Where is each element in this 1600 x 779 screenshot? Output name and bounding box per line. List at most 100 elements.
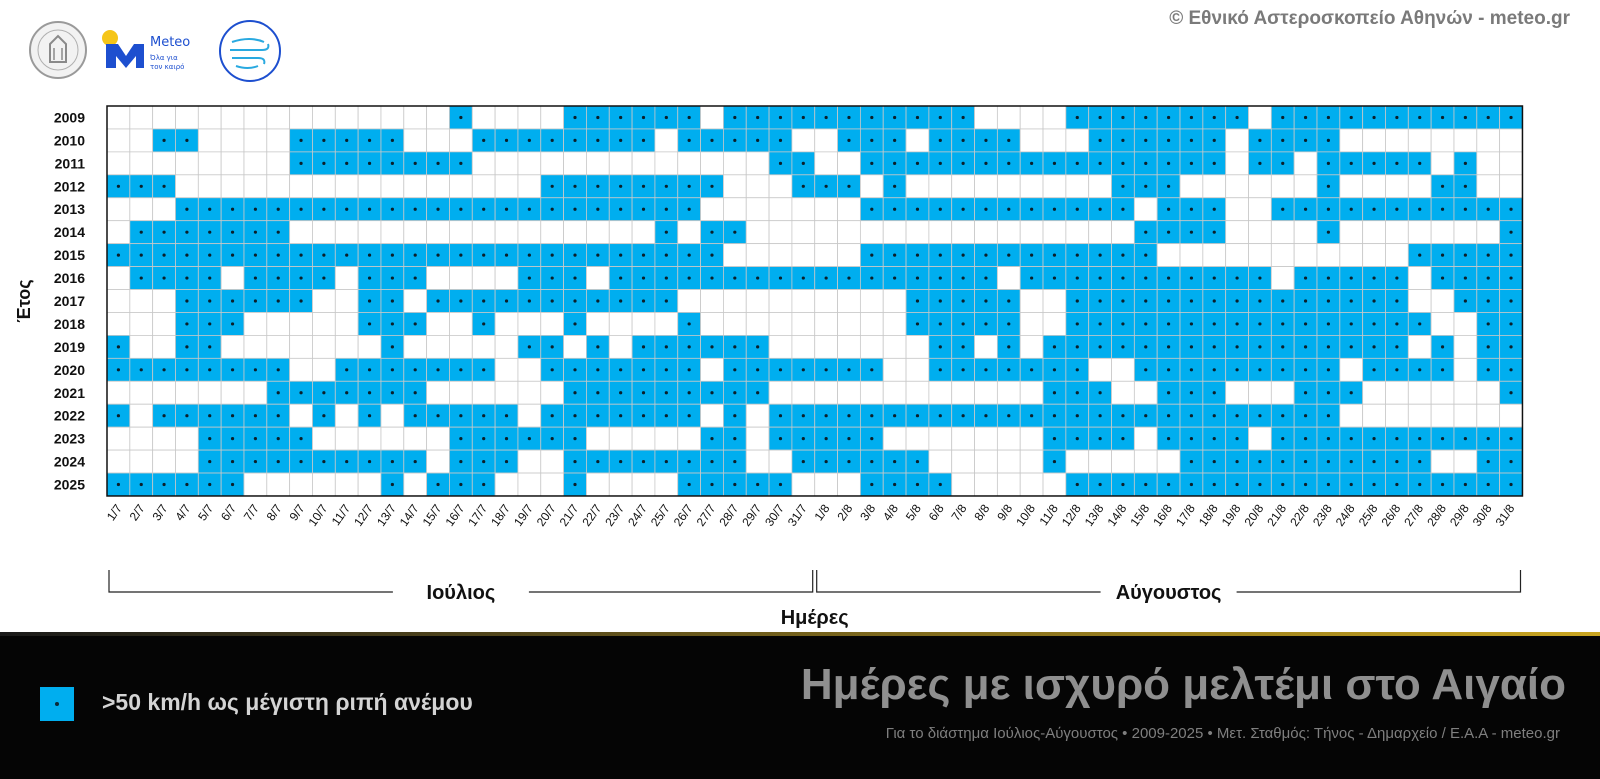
cell-marker-dot <box>1372 322 1376 326</box>
cell-marker-dot <box>276 299 280 303</box>
heatmap-cell <box>1385 128 1409 153</box>
cell-marker-dot <box>1166 184 1171 188</box>
heatmap-cell <box>266 128 291 153</box>
x-tick-label: 27/8 <box>1401 501 1426 528</box>
cell-marker-dot <box>1189 391 1194 395</box>
heatmap-cell <box>745 220 770 245</box>
cell-marker-dot <box>596 459 600 464</box>
cell-marker-dot <box>550 368 554 372</box>
cell-marker-dot <box>185 322 189 326</box>
heatmap-cell <box>859 174 884 199</box>
cell-marker-dot <box>1281 482 1285 487</box>
cell-marker-dot <box>459 207 463 211</box>
heatmap-cell <box>334 403 359 428</box>
cell-marker-dot <box>847 184 851 188</box>
cell-marker-dot <box>984 299 988 303</box>
cell-marker-dot <box>619 138 623 143</box>
heatmap-cell <box>586 151 610 176</box>
cell-marker-dot <box>482 437 486 441</box>
cell-marker-dot <box>619 253 623 257</box>
footer-divider <box>0 632 1600 636</box>
heatmap-cell <box>1385 243 1409 267</box>
cell-marker-dot <box>1166 437 1171 441</box>
heatmap-cell <box>859 312 884 336</box>
heatmap-cell <box>1019 449 1044 474</box>
cell-marker-dot <box>1509 115 1513 120</box>
cell-marker-dot <box>1075 115 1079 120</box>
heatmap-cell <box>1430 449 1455 474</box>
cell-marker-dot <box>756 482 760 487</box>
cell-marker-dot <box>1121 276 1125 280</box>
cell-marker-dot <box>1349 299 1353 303</box>
heatmap-cell <box>791 380 816 405</box>
cell-marker-dot <box>1372 207 1376 211</box>
cell-marker-dot <box>1258 161 1262 165</box>
cell-marker-dot <box>1509 322 1513 326</box>
heatmap-cell <box>380 220 405 245</box>
cell-marker-dot <box>1372 368 1376 372</box>
cell-marker-dot <box>1395 459 1399 464</box>
heatmap-cell <box>1270 380 1295 405</box>
cell-marker-dot <box>847 459 851 464</box>
cell-marker-dot <box>1121 482 1125 487</box>
heatmap-cell <box>882 220 907 245</box>
cell-marker-dot <box>619 299 623 303</box>
cell-marker-dot <box>573 207 577 211</box>
cell-marker-dot <box>664 253 668 257</box>
y-tick-label: 2017 <box>54 293 85 309</box>
cell-marker-dot <box>527 437 531 441</box>
cell-marker-dot <box>1121 138 1125 143</box>
cell-marker-dot <box>664 368 668 372</box>
heatmap-cell <box>1270 220 1295 245</box>
heatmap-cell <box>882 380 907 405</box>
cell-marker-dot <box>573 482 577 487</box>
cell-marker-dot <box>1166 322 1171 326</box>
cell-marker-dot <box>710 345 714 349</box>
cell-marker-dot <box>1418 437 1422 441</box>
heatmap-cell <box>608 220 633 245</box>
heatmap-cell <box>1430 151 1455 176</box>
x-tick-label: 12/8 <box>1059 501 1084 528</box>
heatmap-cell <box>859 220 884 245</box>
cell-marker-dot <box>893 482 897 487</box>
cell-marker-dot <box>116 368 121 372</box>
heatmap-cell <box>540 472 565 497</box>
logos: Meteo Όλα για τον καιρό <box>29 20 281 82</box>
cell-marker-dot <box>1281 322 1285 326</box>
heatmap-cell <box>152 380 176 405</box>
cell-marker-dot <box>1212 437 1216 441</box>
heatmap-cell <box>791 289 816 313</box>
heatmap-cell <box>1407 334 1432 359</box>
legend-label: >50 km/h ως μέγιστη ριπή ανέμου <box>102 689 473 715</box>
x-tick-label: 13/8 <box>1082 501 1107 528</box>
cell-marker-dot <box>1486 459 1490 464</box>
x-tick-label: 6/7 <box>218 501 239 523</box>
heatmap-cell <box>654 472 679 497</box>
heatmap-cell <box>494 220 519 245</box>
cell-marker-dot <box>1144 230 1148 234</box>
cell-marker-dot <box>801 437 805 441</box>
cell-marker-dot <box>687 207 691 211</box>
cell-marker-dot <box>208 345 212 349</box>
cell-marker-dot <box>573 115 577 120</box>
heatmap-cell <box>1248 243 1272 267</box>
cell-marker-dot <box>1189 345 1194 349</box>
heatmap-cell <box>426 334 450 359</box>
heatmap-cell <box>197 380 222 405</box>
cell-marker-dot <box>915 115 920 120</box>
cell-marker-dot <box>162 253 166 257</box>
heatmap-cell <box>471 105 496 130</box>
heatmap-cell <box>996 449 1021 474</box>
cell-marker-dot <box>1303 459 1308 464</box>
cell-marker-dot <box>390 482 394 487</box>
cell-marker-dot <box>504 437 509 441</box>
heatmap-cell <box>494 105 519 130</box>
cell-marker-dot <box>1303 391 1308 395</box>
cell-marker-dot <box>1007 414 1011 418</box>
cell-marker-dot <box>1212 138 1216 143</box>
cell-marker-dot <box>641 138 646 143</box>
cell-marker-dot <box>1281 459 1285 464</box>
heatmap-cell <box>312 289 336 313</box>
cell-marker-dot <box>687 253 691 257</box>
heatmap-cell <box>677 220 701 245</box>
